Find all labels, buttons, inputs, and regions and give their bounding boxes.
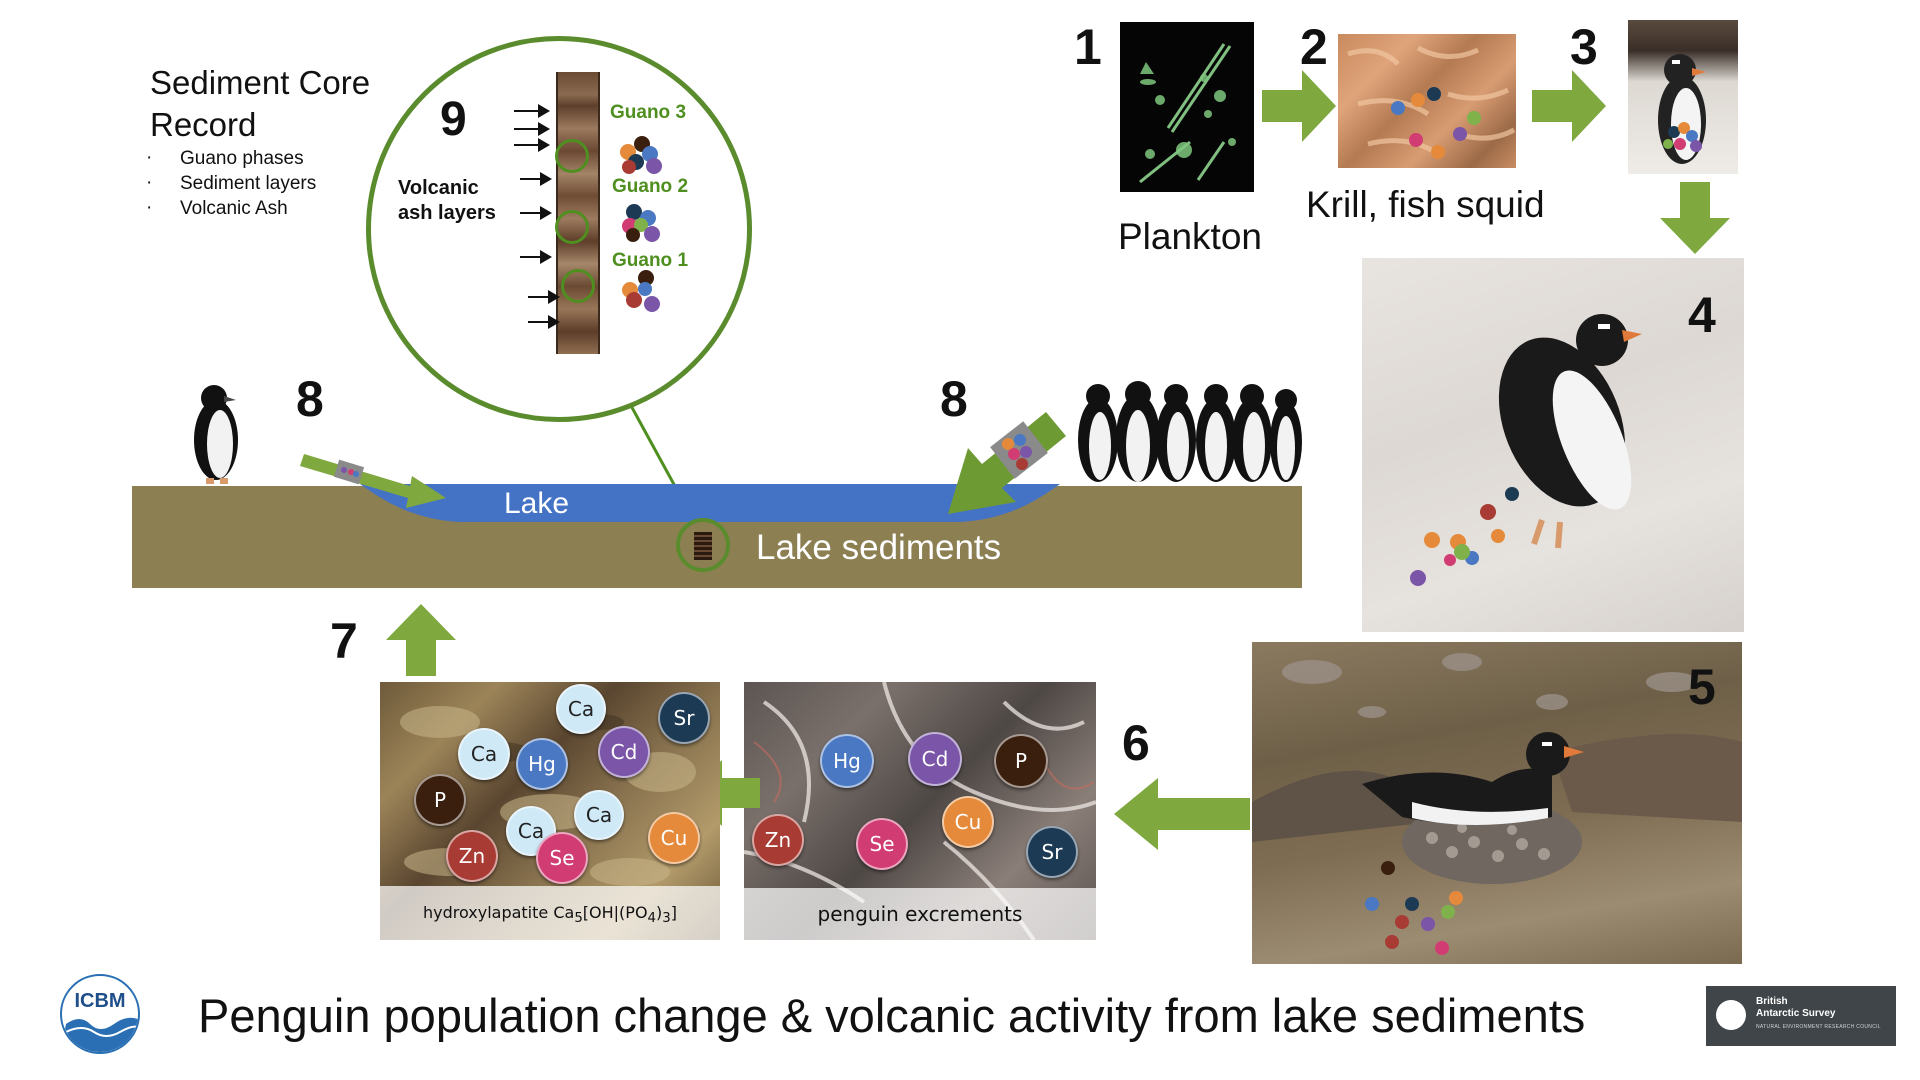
- penguin-eating-photo: [1628, 20, 1738, 174]
- bas-logo-line1: British: [1756, 996, 1788, 1007]
- element-sr: Sr: [1026, 826, 1078, 878]
- ash-arrow: [528, 315, 560, 329]
- element-ca: Ca: [574, 790, 624, 840]
- step-9: 9: [440, 93, 467, 146]
- core-sample-ring: [555, 139, 589, 173]
- bas-logo-line3: NATURAL ENVIRONMENT RESEARCH COUNCIL: [1756, 1024, 1881, 1030]
- arrow-7-up: [386, 604, 456, 676]
- ash-arrow: [514, 138, 550, 152]
- element-zn: Zn: [752, 814, 804, 866]
- element-cu: Cu: [942, 796, 994, 848]
- guano-2-label: Guano 2: [612, 176, 689, 197]
- bas-logo-line2: Antarctic Survey: [1756, 1008, 1836, 1019]
- ash-arrow: [514, 122, 550, 136]
- icbm-logo-text: ICBM: [74, 990, 126, 1012]
- formula-mid: [OH|(PO: [582, 903, 648, 922]
- element-ca: Ca: [458, 728, 510, 780]
- excrement-caption: penguin excrements: [744, 888, 1096, 940]
- element-se: Se: [536, 832, 588, 884]
- penguin-colony: [1076, 378, 1302, 486]
- icbm-logo: ICBM: [60, 974, 140, 1054]
- plankton-label: Plankton: [1118, 216, 1262, 257]
- core-record-item: Volcanic Ash: [146, 197, 316, 220]
- krill-photo: [1338, 34, 1516, 168]
- penguin-left: [194, 385, 238, 484]
- core-record-heading-line2: Record: [150, 106, 257, 143]
- element-zn: Zn: [446, 830, 498, 882]
- page-title: Penguin population change & volcanic act…: [198, 989, 1586, 1042]
- arrow-3-to-4: [1660, 182, 1730, 254]
- guano-input-arrow-right: [948, 412, 1066, 514]
- element-p: P: [414, 774, 466, 826]
- step-4: 4: [1688, 287, 1716, 343]
- step-8-left: 8: [296, 371, 324, 427]
- element-ca: Ca: [556, 684, 606, 734]
- guano-input-arrow-left: [300, 454, 446, 508]
- ash-label: Volcanic ash layers: [398, 176, 496, 226]
- core-record-item: Sediment layers: [146, 172, 316, 195]
- plankton-photo: [1120, 22, 1254, 192]
- ash-arrow: [514, 104, 550, 118]
- element-hg: Hg: [820, 734, 874, 788]
- step-2: 2: [1300, 19, 1328, 75]
- step-6: 6: [1122, 715, 1150, 771]
- guano-3-label: Guano 3: [610, 102, 687, 123]
- formula-close: ): [656, 903, 663, 922]
- formula-sub-2: 4: [647, 911, 657, 927]
- ash-arrow: [520, 206, 552, 220]
- element-hg: Hg: [516, 738, 568, 790]
- arrow-1-to-2: [1262, 70, 1336, 142]
- nesting-penguin-photo: [1252, 642, 1742, 964]
- core-sample-ring: [561, 269, 595, 303]
- lake-label: Lake: [504, 487, 570, 520]
- core-record-heading-line1: Sediment Core: [150, 64, 371, 101]
- step-3: 3: [1570, 19, 1598, 75]
- formula-prefix: hydroxylapatite Ca: [422, 903, 575, 922]
- bas-emblem-icon: [1716, 1000, 1746, 1030]
- element-se: Se: [856, 818, 908, 870]
- step-1: 1: [1074, 19, 1102, 75]
- ash-label-line2: ash layers: [398, 202, 496, 224]
- core-record-heading: Sediment Core Record: [150, 62, 370, 146]
- hydroxylapatite-caption: hydroxylapatite Ca5[OH|(PO4)3]: [380, 886, 720, 940]
- penguin-excreting-photo: [1362, 258, 1744, 632]
- formula-sub-1: 5: [574, 911, 583, 927]
- formula-end: ]: [670, 903, 678, 922]
- step-8-right: 8: [940, 371, 968, 427]
- apatite-panel: Ca Sr Ca Hg Cd P Ca Ca Cu Zn Se hydroxyl…: [380, 682, 720, 940]
- step-5: 5: [1688, 659, 1716, 715]
- ash-arrow: [520, 172, 552, 186]
- arrow-5-to-6: [1114, 778, 1250, 850]
- ash-label-line1: Volcanic: [398, 177, 479, 199]
- element-p: P: [994, 734, 1048, 788]
- guano-1-label: Guano 1: [612, 250, 689, 271]
- step-7: 7: [330, 613, 358, 669]
- core-record-list: Guano phases Sediment layers Volcanic As…: [146, 147, 316, 223]
- element-cu: Cu: [648, 812, 700, 864]
- formula-sub-3: 3: [662, 911, 671, 927]
- arrow-2-to-3: [1532, 70, 1606, 142]
- krill-label: Krill, fish squid: [1306, 184, 1545, 225]
- bas-logo: British Antarctic Survey NATURAL ENVIRON…: [1706, 986, 1896, 1046]
- guano-3-cluster: [620, 136, 664, 176]
- ash-arrow: [520, 250, 552, 264]
- element-cd: Cd: [598, 726, 650, 778]
- guano-2-cluster: [620, 204, 664, 244]
- guano-1-cluster: [620, 270, 666, 314]
- element-sr: Sr: [658, 692, 710, 744]
- sediment-label: Lake sediments: [756, 528, 1002, 567]
- ash-arrow: [528, 290, 560, 304]
- element-cd: Cd: [908, 732, 962, 786]
- excrement-panel: Hg Cd P Cu Zn Se Sr penguin excrements: [744, 682, 1096, 940]
- core-record-item: Guano phases: [146, 147, 316, 170]
- core-location-marker: [676, 518, 730, 572]
- core-sample-ring: [555, 210, 589, 244]
- lake-water: [360, 484, 1060, 522]
